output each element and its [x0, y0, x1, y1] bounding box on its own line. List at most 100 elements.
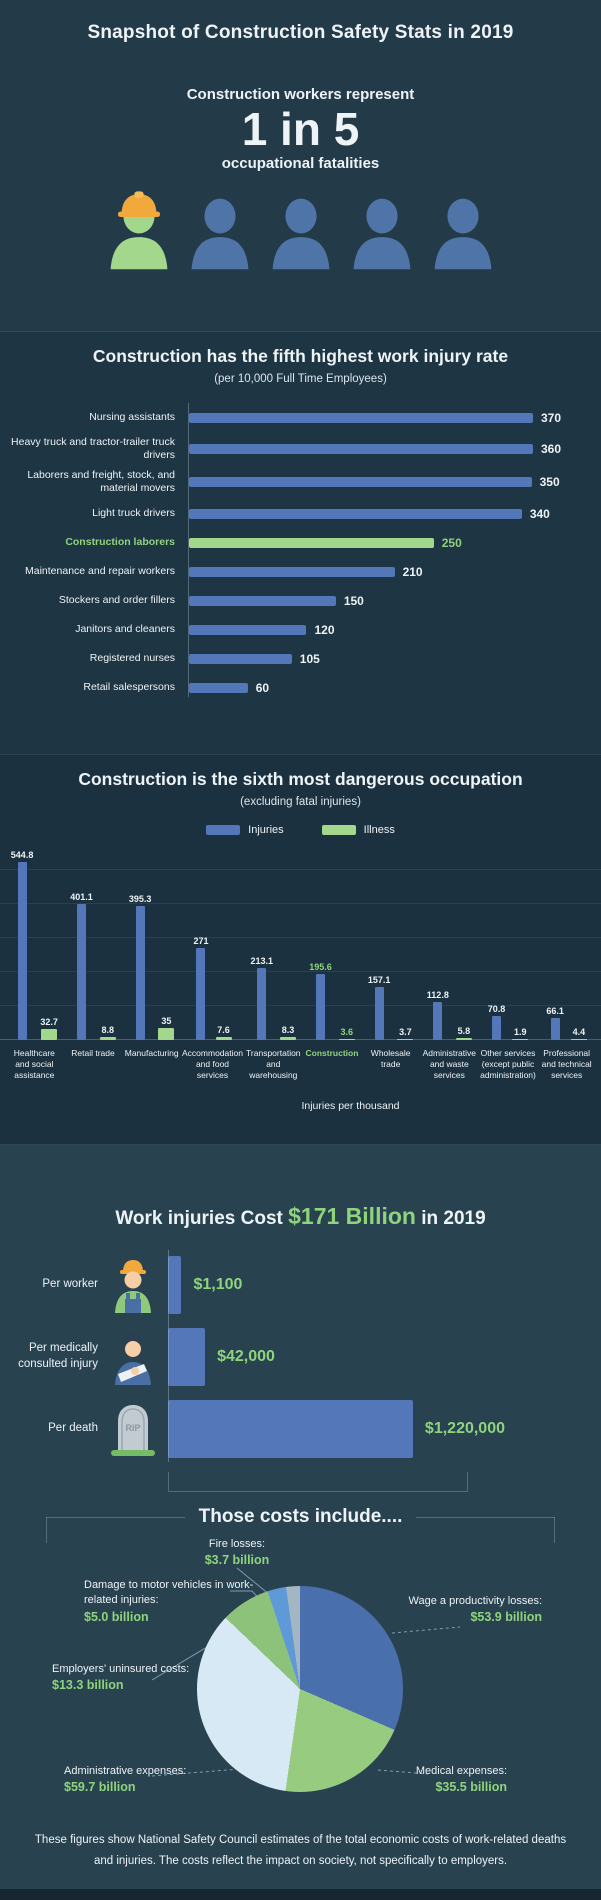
- industry-column-construction-highlight: 195.6 3.6 Construction: [305, 961, 359, 1058]
- industry-column: 112.8 5.8 Administrative and waste servi…: [422, 989, 477, 1081]
- illness-bar: [280, 1037, 297, 1040]
- bar-value: 60: [255, 680, 270, 695]
- industry-column: 271 7.6 Accommodation and food services: [182, 936, 243, 1081]
- bar: [168, 1256, 182, 1314]
- bar-row: Registered nurses 105: [89, 651, 320, 666]
- page-title: Snapshot of Construction Safety Stats in…: [87, 22, 514, 43]
- cost-title: Work injuries Cost $171 Billion in 2019: [115, 1203, 486, 1229]
- industry-column: 395.3 35 Manufacturing: [124, 893, 179, 1058]
- bar-row: Laborers and freight, stock, and materia…: [27, 469, 560, 495]
- illness-bar: [99, 1037, 116, 1040]
- bar-value: 150: [343, 593, 364, 608]
- injuries-bar: [196, 948, 206, 1040]
- bar-row: Heavy truck and tractor-trailer truck dr…: [11, 436, 561, 462]
- section-cost: Work injuries Cost $171 Billion in 2019 …: [0, 1145, 601, 1900]
- bar-row: Stockers and order fillers 150: [58, 593, 364, 608]
- injuries-swatch: [206, 825, 241, 835]
- chart-title: Construction is the sixth most dangerous…: [78, 769, 523, 789]
- cost-group-bracket: [168, 1472, 468, 1492]
- illness-bar: [397, 1038, 414, 1040]
- person-icon: [430, 186, 496, 270]
- industry-column: 157.1 3.7 Wholesale trade: [367, 974, 414, 1070]
- cost-value: $1,220,000: [424, 1420, 505, 1437]
- bar: [189, 537, 434, 548]
- construction-worker-person-icon: [106, 186, 172, 270]
- bar-value: 210: [402, 564, 423, 579]
- bar-row: Retail salespersons 60: [83, 680, 270, 695]
- fatality-ratio: 1 in 5: [241, 103, 360, 155]
- bar: [189, 682, 248, 693]
- x-axis-label: Injuries per thousand: [301, 1100, 400, 1112]
- illness-bar: [41, 1028, 58, 1040]
- construction-worker-icon: [98, 1257, 168, 1313]
- injuries-bar: [374, 986, 384, 1040]
- legend-illness: Illness: [321, 824, 395, 836]
- illness-bar: [215, 1037, 232, 1040]
- bar-value: 120: [314, 622, 335, 637]
- industry-column: 70.8 1.9 Other services (except public a…: [480, 1003, 536, 1081]
- gridlines: [0, 850, 601, 1040]
- industry-column: 213.1 8.3 Transportation and warehousing: [246, 955, 301, 1081]
- injuries-bar: [257, 967, 267, 1040]
- decorative-line-left: [46, 1516, 185, 1543]
- cost-breakdown-pie-chart: Fire losses: $3.7 billion Damage to moto…: [0, 1534, 601, 1824]
- source-note: These figures show National Safety Counc…: [34, 1834, 567, 1868]
- costs-include-heading: Those costs include....: [46, 1506, 555, 1543]
- illness-bar: [512, 1039, 529, 1040]
- injuries-bar: [17, 862, 27, 1040]
- cost-row-per-worker: Per worker $1,100: [10, 1256, 601, 1314]
- chart-title: Construction has the fifth highest work …: [92, 346, 509, 366]
- bar: [189, 566, 395, 577]
- pie: [197, 1586, 403, 1792]
- pie-label-motor-vehicle-damage: Damage to motor vehicles in work-related…: [84, 1579, 254, 1624]
- pie-label-fire-losses: Fire losses: $3.7 billion: [204, 1538, 270, 1568]
- y-axis-line: [188, 403, 189, 697]
- cost-axis-line: [168, 1250, 169, 1462]
- cost-row-per-death: Per death RIP $1,220,000: [10, 1400, 601, 1458]
- illness-bar: [455, 1038, 472, 1040]
- section-dangerous-occupation-chart: Construction is the sixth most dangerous…: [0, 755, 601, 1145]
- cost-bar-chart: Per worker $1,100: [0, 1250, 601, 1462]
- bar: [189, 624, 307, 635]
- bar: [189, 444, 533, 455]
- dangerous-occupation-bar-chart: 544.8 32.7 Healthcare and social assista…: [0, 850, 601, 1090]
- injury-rate-bar-chart: Nursing assistants 370 Heavy truck and t…: [0, 403, 601, 699]
- illness-bar: [338, 1038, 355, 1040]
- bar: [189, 653, 292, 664]
- chart-subtitle: (per 10,000 Full Time Employees): [214, 373, 387, 385]
- injuries-bar: [77, 903, 86, 1040]
- cost-total-highlight: $171 Billion: [288, 1203, 416, 1229]
- illness-bar: [570, 1038, 587, 1040]
- section-injury-rate-chart: Construction has the fifth highest work …: [0, 332, 601, 755]
- chart-subtitle: (excluding fatal injuries): [240, 796, 361, 808]
- cost-row-per-injury: Per medically consulted injury $42,000: [10, 1328, 601, 1386]
- illness-bar: [158, 1028, 175, 1040]
- bar-row-construction-highlight: Construction laborers 250: [65, 535, 462, 550]
- bar: [189, 595, 336, 606]
- bar-row: Janitors and cleaners 120: [75, 622, 335, 637]
- injuries-bar: [135, 905, 145, 1040]
- bar: [168, 1328, 206, 1386]
- bar-value: 370: [540, 411, 561, 425]
- bar-value: 350: [539, 475, 560, 490]
- bar: [189, 508, 522, 519]
- bar-row: Nursing assistants 370: [89, 411, 561, 425]
- bar-value: 250: [441, 535, 462, 550]
- cost-value: $1,100: [193, 1276, 243, 1293]
- bottom-strip: [0, 1889, 601, 1900]
- cost-value: $42,000: [217, 1348, 275, 1365]
- legend-injuries: Injuries: [206, 824, 284, 836]
- decorative-line-right: [416, 1516, 555, 1543]
- illness-swatch: [321, 825, 356, 835]
- injuries-bar: [550, 1017, 560, 1040]
- person-icon: [187, 186, 253, 270]
- bar: [189, 477, 532, 488]
- bar-value: 340: [529, 506, 550, 521]
- injured-worker-icon: [98, 1329, 168, 1385]
- bar-row: Maintenance and repair workers 210: [25, 564, 423, 579]
- person-icon: [268, 186, 334, 270]
- injuries-bar: [491, 1015, 501, 1040]
- bar-row: Light truck drivers 340: [92, 506, 550, 521]
- people-icon-row: [0, 186, 601, 270]
- pie-label-employers-uninsured-costs: Employers' uninsured costs: $13.3 billio…: [52, 1663, 190, 1693]
